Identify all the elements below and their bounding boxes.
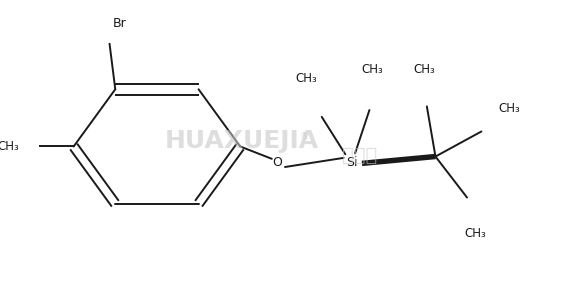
Text: O: O [273,156,282,169]
Text: 化学加: 化学加 [342,146,377,165]
Text: HUAXUEJIA: HUAXUEJIA [165,129,319,153]
Text: Si: Si [347,156,358,169]
Text: CH₃: CH₃ [362,62,383,76]
Text: CH₃: CH₃ [413,64,435,76]
Text: CH₃: CH₃ [296,72,317,85]
Text: Br: Br [113,17,126,30]
Text: ®: ® [300,132,308,141]
Text: CH₃: CH₃ [0,140,19,153]
Text: CH₃: CH₃ [499,102,521,115]
Text: CH₃: CH₃ [465,227,487,241]
